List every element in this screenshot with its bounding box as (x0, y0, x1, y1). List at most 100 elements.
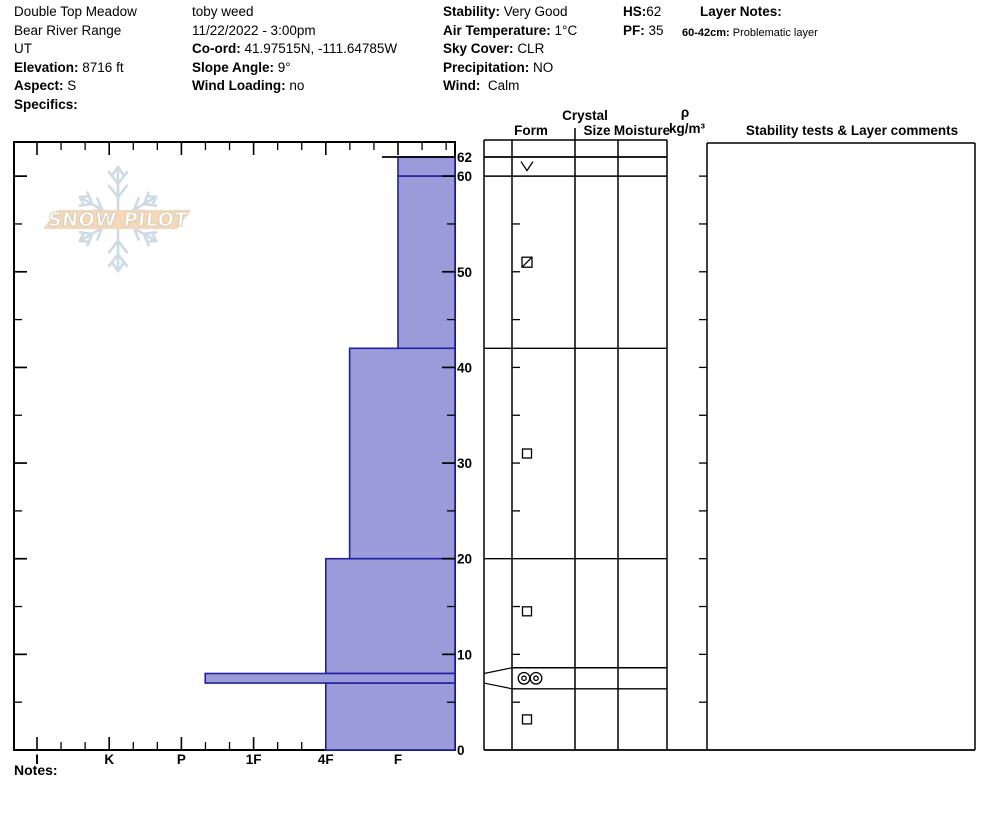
hardness-label-1F: 1F (246, 752, 262, 767)
depth-label-60: 60 (457, 169, 472, 184)
snowflake-arm (146, 194, 158, 199)
depth-label-40: 40 (457, 360, 472, 375)
profile-bar-60-42cm (397, 175, 456, 350)
stability-rating: Stability: Very Good (443, 4, 568, 19)
depth-label-20: 20 (457, 552, 472, 567)
grain-symbol-shape (521, 448, 533, 459)
grain-symbol-shape (520, 161, 534, 172)
thin-layer-wedge-top (483, 667, 513, 675)
col-header-density-rho: ρ (680, 105, 690, 120)
snowflake-arm (116, 253, 129, 268)
col-header-stability-tests: Stability tests & Layer comments (745, 123, 959, 138)
site-info-block: Double Top Meadow Bear River Range UT El… (14, 3, 137, 115)
hardness-label-K: K (104, 752, 114, 767)
site-elevation: Elevation: 8716 ft (14, 59, 124, 75)
snowflake-arm (96, 197, 104, 212)
precipitation: Precipitation: NO (443, 59, 554, 75)
profile-bar-7-0cm (324, 682, 456, 751)
snowflake-arm (86, 232, 94, 247)
sky-cover: Sky Cover: CLR (443, 41, 545, 57)
depth-label-62: 62 (457, 150, 472, 165)
snowflake-arm (110, 165, 120, 177)
conditions-block: Stability: Very Good Air Temperature: 1°… (443, 3, 577, 96)
thin-layer-wedge-bottom (483, 682, 513, 690)
snowflake-arm (107, 184, 120, 199)
site-specifics: Specifics: (14, 96, 78, 112)
coordinates: Co-ord: 41.97515N, -111.64785W (192, 41, 398, 57)
grain-symbol-shape (521, 256, 533, 268)
hardness-label-I: I (35, 752, 39, 767)
snowflake-arm (116, 261, 126, 273)
snowflake-arm (132, 226, 140, 241)
profile-bar-42-20cm (348, 347, 456, 560)
grain-symbol-fc (521, 448, 533, 459)
site-state: UT (14, 41, 32, 57)
depth-label-50: 50 (457, 265, 472, 280)
grain-symbol-fc (521, 714, 533, 725)
notes-label: Notes: (14, 762, 58, 778)
site-range: Bear River Range (14, 22, 122, 38)
snowflake-arm (78, 239, 90, 244)
observer-info-block: toby weed 11/22/2022 - 3:00pm Co-ord: 41… (192, 3, 397, 96)
observation-datetime: 11/22/2022 - 3:00pm (192, 22, 316, 38)
hardness-label-F: F (394, 752, 402, 767)
depth-label-10: 10 (457, 647, 472, 662)
snowflake-arm (78, 195, 85, 207)
pf-total: PF: 35 (623, 22, 664, 38)
grain-symbol-mfcr (517, 671, 543, 685)
col-header-crystal: Crystal (562, 108, 608, 123)
snowflake-arm (151, 231, 158, 243)
snowflake-arm (116, 184, 129, 199)
snowflake-arm (110, 261, 120, 273)
grain-symbol-shape (521, 256, 533, 268)
grain-symbol-fc (521, 606, 533, 617)
grain-symbol-shape (517, 671, 531, 685)
grain-symbol-shape (521, 606, 533, 617)
snowflake-arm (78, 194, 90, 199)
profile-bar-62-60cm (397, 156, 456, 177)
site-aspect: Aspect: S (14, 78, 77, 94)
snowpilot-logo: SNOW PILOT (43, 165, 191, 273)
snowflake-arm (107, 253, 120, 268)
depth-label-0: 0 (457, 743, 465, 758)
logo-text: SNOW PILOT (47, 209, 189, 231)
snowflake-arm (142, 191, 150, 206)
hardness-label-P: P (177, 752, 186, 767)
snowflake-arm (78, 230, 94, 236)
observer-name: toby weed (192, 4, 254, 19)
col-header-form: Form (514, 123, 548, 138)
slope-angle: Slope Angle: 9° (192, 59, 291, 75)
snowflake-arm (116, 165, 126, 177)
grain-symbol-fcxr (521, 256, 533, 268)
hardness-label-4F: 4F (318, 752, 334, 767)
col-header-density-units: kg/m³ (668, 121, 706, 136)
wind-loading: Wind Loading: no (192, 78, 305, 94)
grain-symbol-shape (521, 675, 527, 682)
totals-block: HS:62 PF: 35 (623, 3, 664, 40)
grain-symbol-shape (529, 671, 543, 685)
col-header-moisture: Moisture (613, 123, 671, 138)
air-temperature: Air Temperature: 1°C (443, 22, 578, 38)
logo-banner (43, 210, 191, 229)
snowflake-arm (116, 170, 129, 185)
layer-notes-title: Layer Notes: (700, 4, 782, 19)
hs-total: HS:62 (623, 4, 662, 19)
snowflake-arm (142, 232, 150, 247)
site-name: Double Top Meadow (14, 4, 137, 19)
snowflake-arm (142, 202, 158, 208)
snowflake-arm (142, 230, 158, 236)
snowflake-arm (151, 195, 158, 207)
snowflake-arm (107, 170, 120, 185)
profile-bar-20-8cm (324, 557, 456, 675)
layer-note: 60-42cm: Problematic layer (682, 27, 818, 39)
col-header-size: Size (583, 123, 611, 138)
grain-symbol-sh (520, 161, 534, 172)
snowflake-arm (116, 239, 129, 254)
wind: Wind: Calm (443, 78, 520, 94)
profile-bar-8-7cm (204, 672, 456, 684)
snowflake-arm (96, 226, 104, 241)
snowflake-arm (78, 202, 94, 208)
depth-label-30: 30 (457, 456, 472, 471)
snowflake-arm (146, 239, 158, 244)
